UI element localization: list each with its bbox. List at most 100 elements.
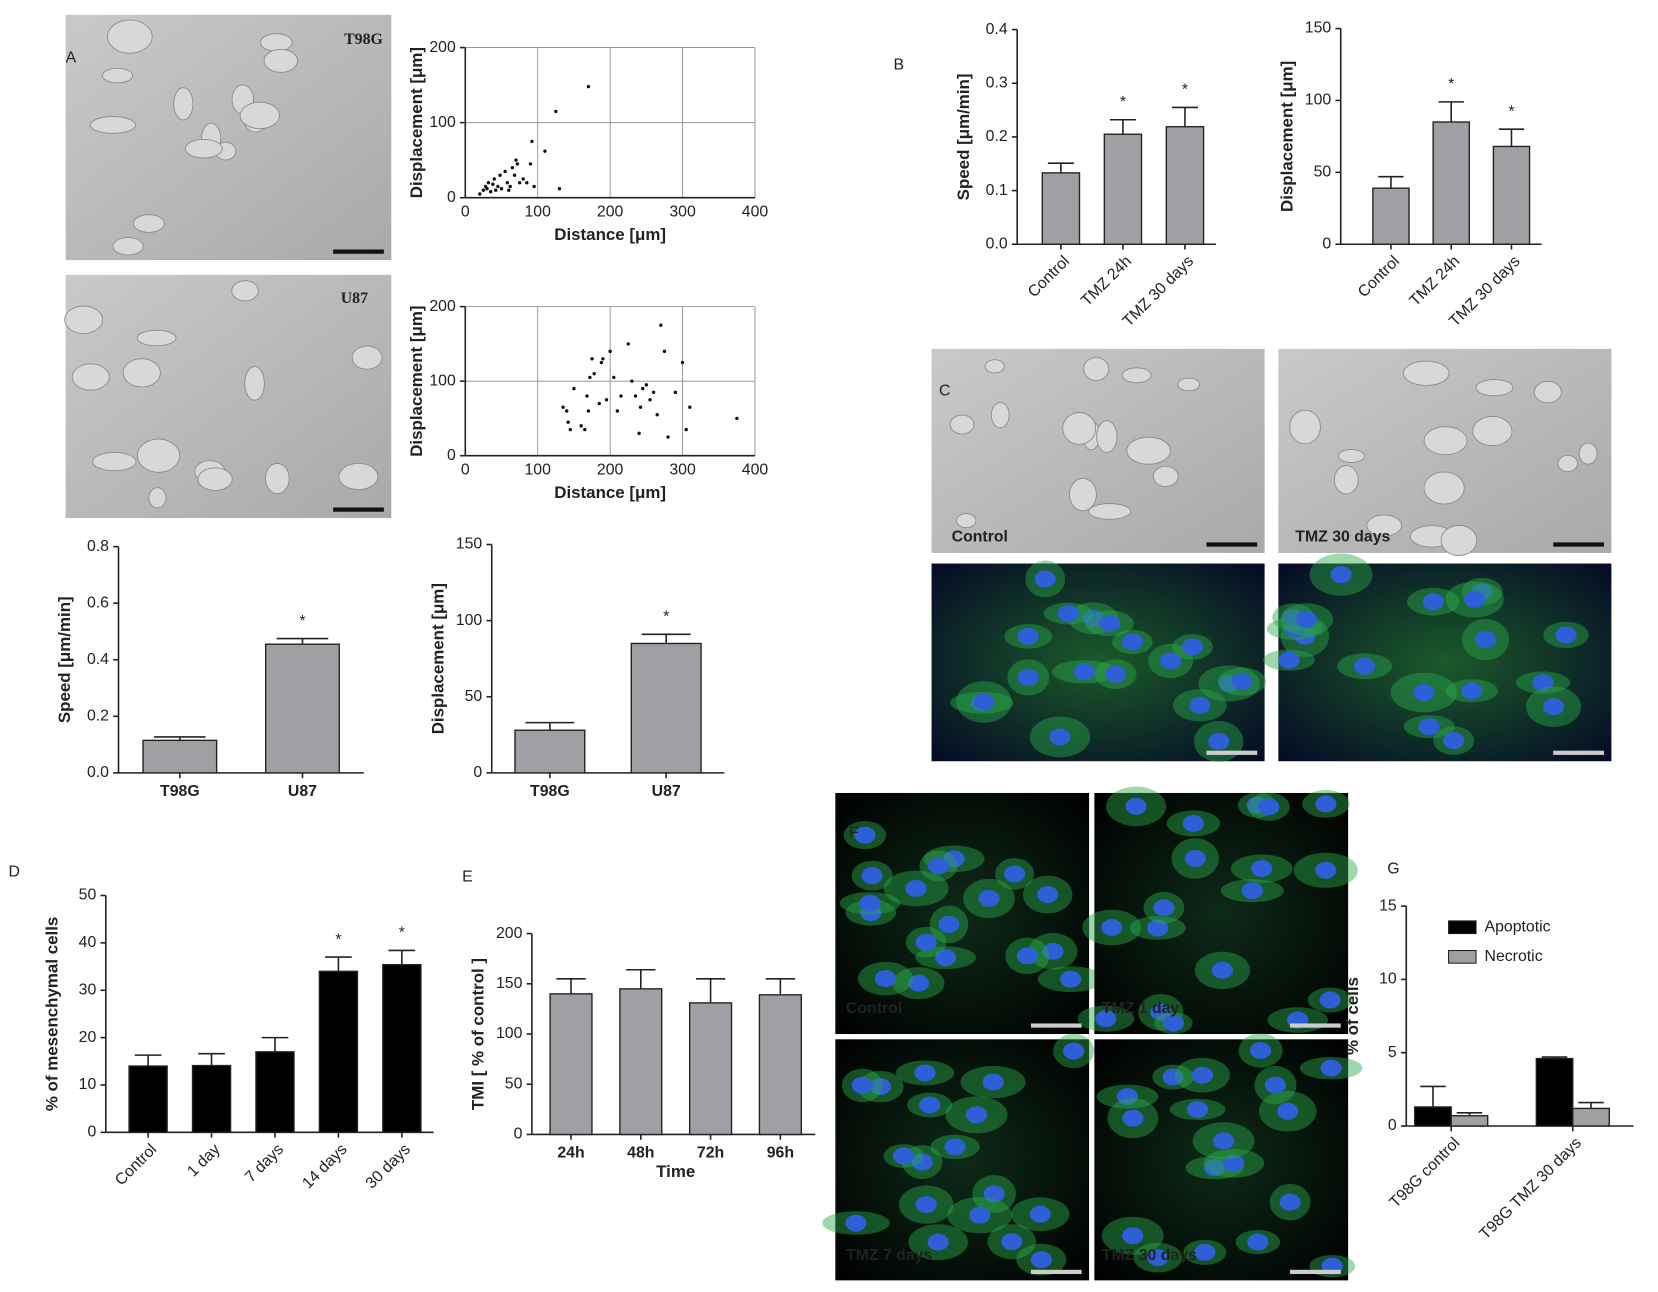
y-tick-label: 0.1 — [986, 182, 1008, 199]
scale-bar — [1206, 542, 1258, 547]
bar — [318, 970, 359, 1134]
image-label: Control — [952, 528, 1008, 545]
nucleus — [1464, 590, 1486, 608]
micrograph — [65, 14, 392, 261]
nucleus — [1049, 728, 1071, 746]
point — [510, 165, 515, 170]
cell — [185, 138, 223, 159]
y-tick-label: 200 — [496, 925, 523, 942]
x-tick-label: Control — [1355, 253, 1403, 301]
point — [579, 424, 583, 428]
y-tick-label: 10 — [79, 1076, 97, 1093]
nucleus — [1189, 696, 1211, 714]
cell — [1475, 379, 1514, 397]
y-tick-label: 0.0 — [87, 764, 109, 781]
nucleus — [1208, 733, 1230, 750]
x-tick-label: Control — [112, 1141, 160, 1189]
bar — [1041, 172, 1081, 245]
nucleus — [982, 1073, 1004, 1091]
nucleus — [1418, 718, 1440, 736]
y-tick-label: 10 — [1379, 971, 1397, 988]
y-tick-label: 20 — [79, 1029, 97, 1046]
nucleus — [1147, 919, 1169, 937]
point — [521, 177, 525, 181]
x-tick-label: T98G — [530, 783, 570, 800]
bar — [264, 643, 340, 774]
y-tick-label: 30 — [79, 981, 97, 998]
nucleus — [1162, 1068, 1184, 1086]
cell — [984, 359, 1005, 374]
y-tick-label: 50 — [465, 688, 483, 705]
cell — [1083, 357, 1110, 381]
nucleus — [905, 880, 927, 897]
x-tick-label: 96h — [767, 1145, 794, 1162]
micrograph — [931, 348, 1265, 553]
cell — [239, 101, 280, 130]
point — [641, 386, 645, 391]
point — [566, 420, 570, 424]
cell — [89, 116, 137, 134]
x-tick-label: 100 — [524, 462, 551, 479]
scale-bar — [1553, 750, 1604, 755]
image-label: TMZ 1 day — [1102, 1000, 1180, 1017]
x-tick-label: 300 — [669, 462, 696, 479]
point — [644, 383, 649, 387]
x-tick-label: 7 days — [242, 1141, 287, 1186]
cell — [173, 87, 194, 121]
nucleus — [1003, 865, 1026, 883]
y-tick-label: 150 — [456, 536, 483, 553]
point — [637, 431, 641, 436]
point — [626, 342, 630, 346]
y-tick-label: 0.2 — [986, 128, 1008, 145]
point — [673, 390, 678, 395]
nucleus — [1034, 570, 1056, 588]
nucleus — [859, 894, 881, 912]
y-tick-label: 100 — [429, 372, 456, 389]
x-tick-label: 24h — [557, 1145, 584, 1162]
cell — [1289, 409, 1321, 445]
image-label: TMZ 30 days — [1295, 528, 1390, 545]
point — [564, 409, 569, 413]
significance-mark: * — [1508, 103, 1514, 120]
cell — [102, 67, 134, 84]
x-axis-label: Distance [μm] — [554, 483, 666, 502]
nucleus — [1474, 631, 1497, 649]
point — [508, 184, 512, 189]
nucleus — [1063, 1042, 1085, 1060]
x-axis-label: Distance [μm] — [554, 225, 666, 244]
nucleus — [915, 1196, 937, 1214]
cell — [122, 358, 161, 388]
cell — [1423, 471, 1465, 505]
nucleus — [1258, 798, 1280, 816]
cell — [136, 329, 177, 347]
nucleus — [1057, 605, 1079, 622]
x-tick-label: 400 — [742, 462, 769, 479]
nucleus — [1296, 610, 1318, 628]
point — [619, 394, 623, 398]
y-tick-label: 150 — [1305, 20, 1332, 37]
y-tick-label: 100 — [1305, 92, 1332, 109]
y-axis-label: Displacement [μm] — [407, 306, 426, 457]
point — [592, 372, 596, 376]
nucleus — [1279, 1193, 1301, 1211]
point — [525, 181, 529, 185]
nucleus — [969, 1206, 991, 1224]
panel-letter: D — [9, 863, 20, 880]
image-label: TMZ 30 days — [1102, 1247, 1197, 1264]
nucleus — [1191, 1066, 1214, 1084]
point — [655, 413, 659, 417]
point — [514, 158, 518, 162]
bar — [1535, 1057, 1574, 1127]
y-tick-label: 100 — [496, 1025, 523, 1042]
point — [659, 323, 663, 327]
x-tick-label: U87 — [288, 783, 317, 800]
y-tick-label: 0.4 — [986, 21, 1008, 38]
nucleus — [1264, 1076, 1286, 1094]
point — [557, 187, 562, 191]
cell — [338, 462, 379, 491]
significance-mark: * — [1182, 82, 1188, 99]
cell — [1126, 436, 1171, 465]
x-tick-label: U87 — [652, 783, 681, 800]
point — [648, 398, 652, 402]
